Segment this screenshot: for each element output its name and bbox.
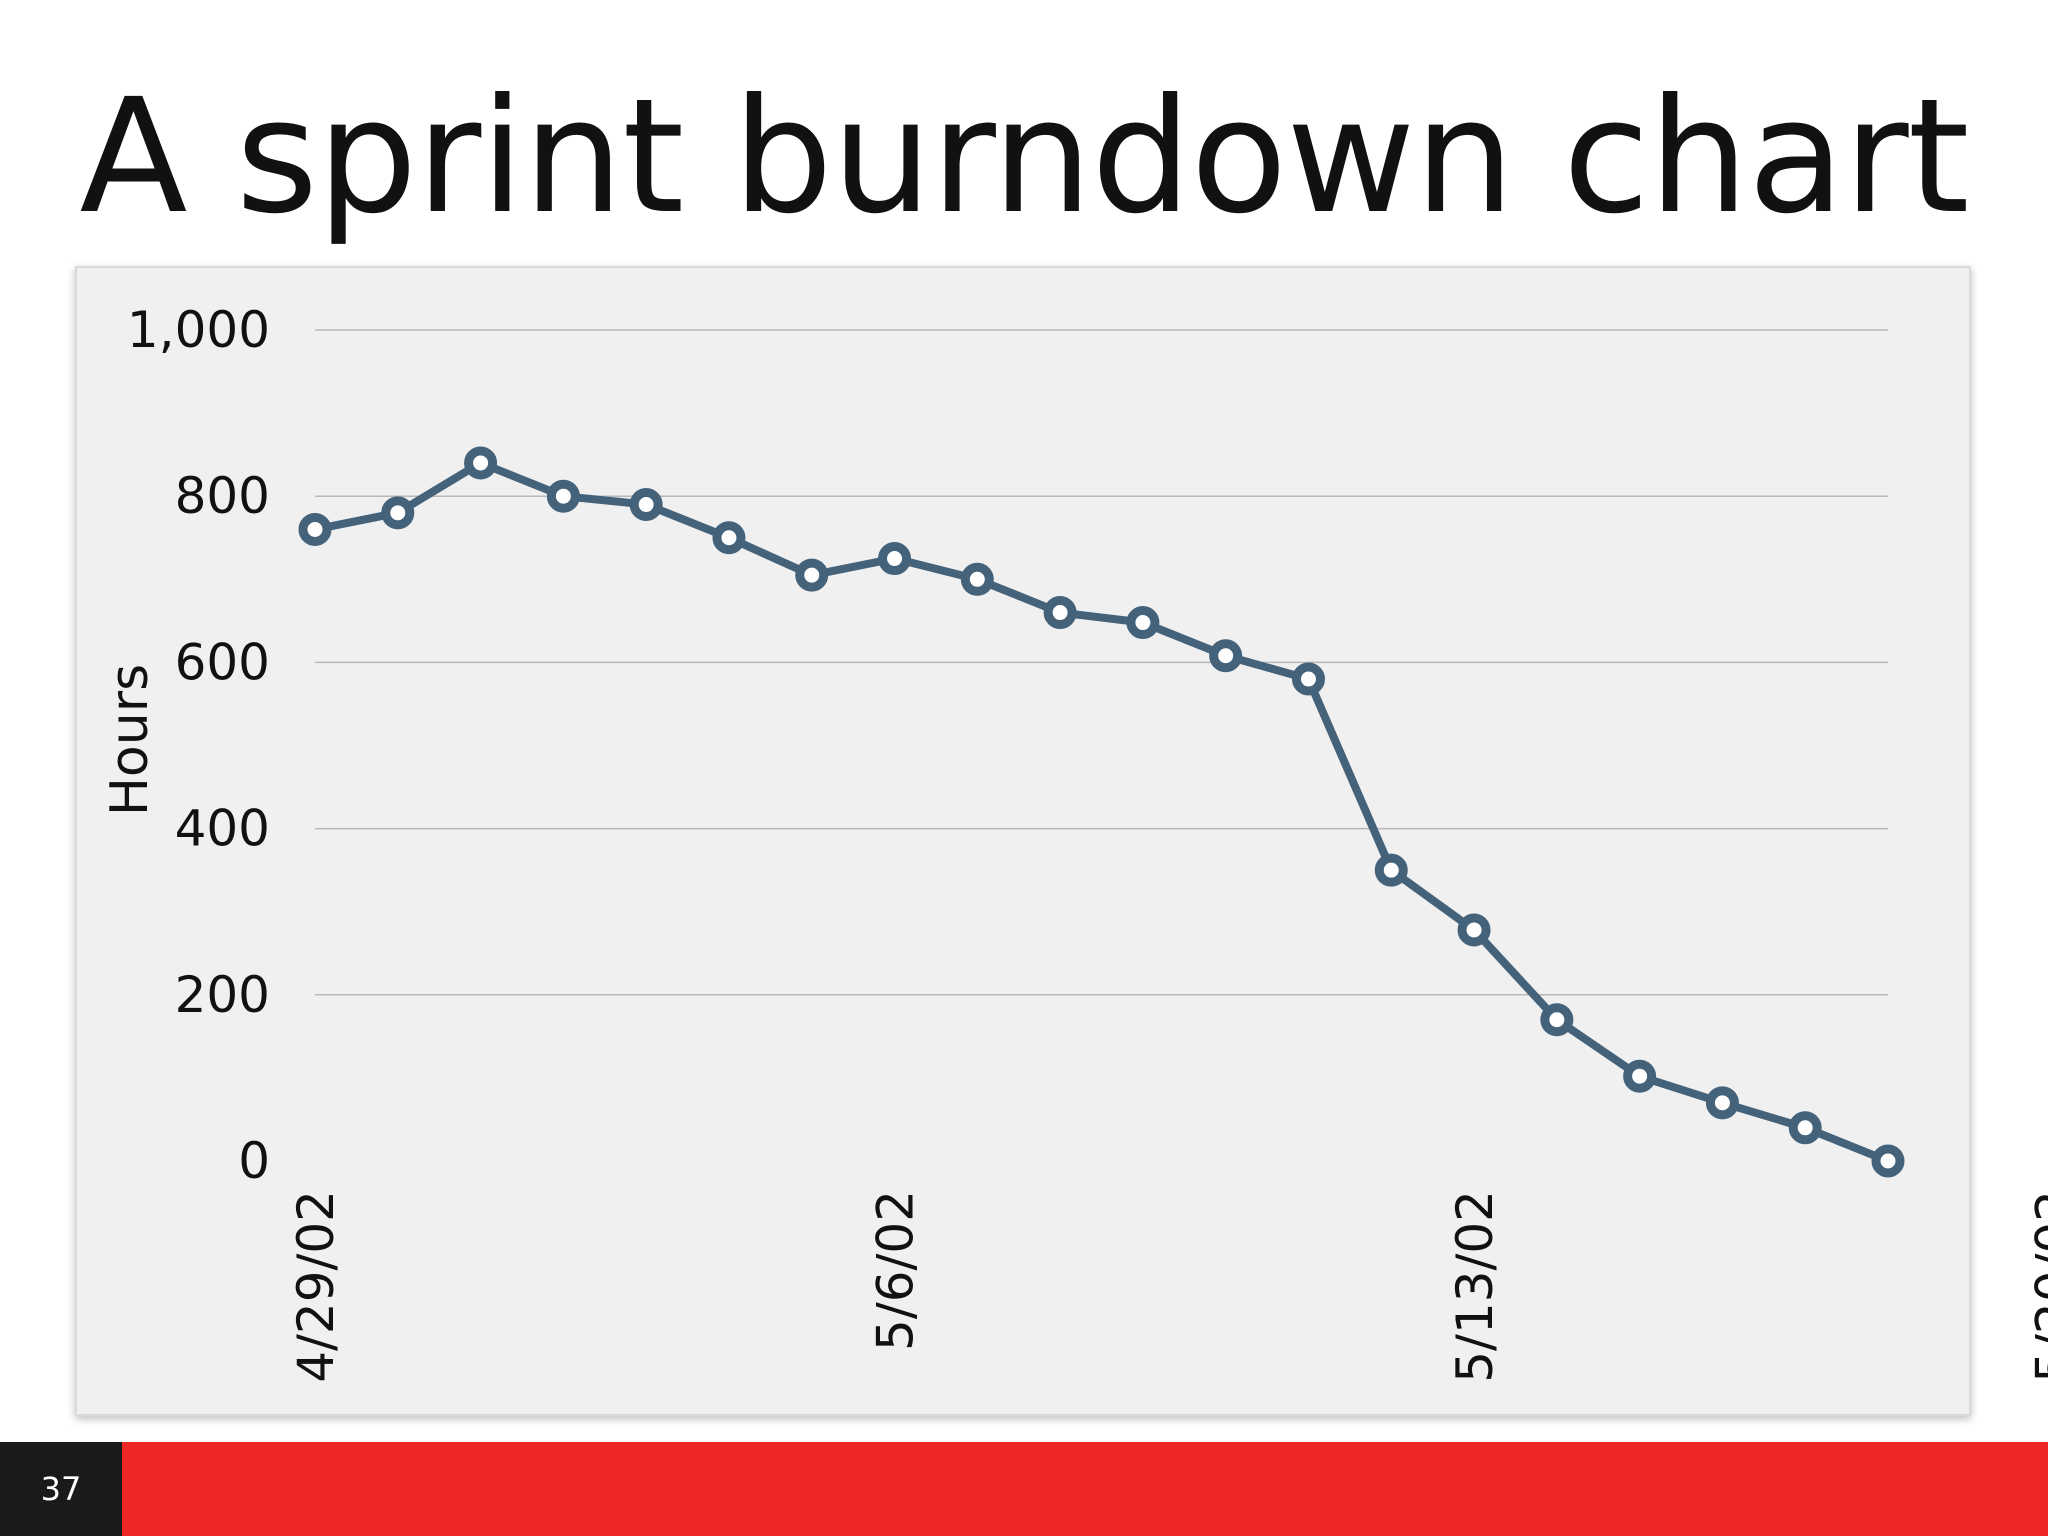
data-point	[381, 496, 415, 530]
data-point	[1623, 1059, 1657, 1093]
data-point	[1705, 1086, 1739, 1120]
data-point	[1291, 662, 1325, 696]
data-point	[298, 512, 332, 546]
chart-panel	[75, 266, 1971, 1416]
data-point	[1871, 1144, 1905, 1178]
x-tick-label: 5/20/02	[2026, 1190, 2048, 1383]
y-tick-label: 800	[175, 467, 270, 525]
y-tick-label: 1,000	[127, 301, 270, 359]
data-point	[878, 542, 912, 576]
footer-bar	[0, 1442, 2048, 1536]
series-line	[314, 458, 1890, 1165]
data-point	[1457, 913, 1491, 947]
y-tick-label: 600	[175, 633, 270, 691]
data-point	[1788, 1111, 1822, 1145]
y-tick-label: 0	[238, 1132, 270, 1190]
data-point	[960, 562, 994, 596]
data-point	[1209, 639, 1243, 673]
data-point	[1126, 606, 1160, 640]
data-point	[464, 446, 498, 480]
x-tick-label: 5/6/02	[867, 1190, 925, 1351]
x-axis-ticks: 4/29/025/6/025/13/025/20/025/24/02	[287, 1190, 2048, 1383]
grid-lines	[315, 329, 1888, 996]
y-axis-ticks: 0 200 400 600 800 1,000	[127, 301, 270, 1190]
data-point	[1374, 853, 1408, 887]
series-hours	[298, 446, 1905, 1178]
data-point	[629, 488, 663, 522]
data-point	[712, 521, 746, 555]
slide-title: A sprint burndown chart	[79, 65, 1969, 249]
y-axis-title: Hours	[100, 664, 160, 816]
data-point	[795, 558, 829, 592]
data-point	[546, 479, 580, 513]
page-number: 37	[0, 1442, 122, 1536]
data-point	[1043, 596, 1077, 630]
x-tick-label: 4/29/02	[287, 1190, 345, 1383]
data-point	[1540, 1003, 1574, 1037]
x-tick-label: 5/13/02	[1446, 1190, 1504, 1383]
y-tick-label: 400	[175, 800, 270, 858]
y-tick-label: 200	[175, 966, 270, 1024]
